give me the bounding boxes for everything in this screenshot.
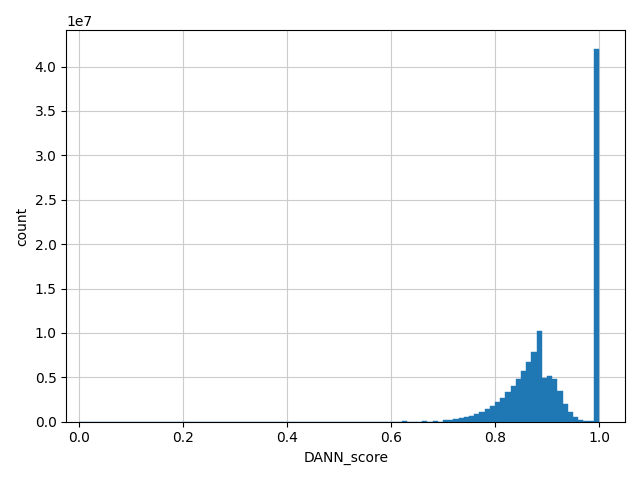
Bar bbox=[500, 398, 506, 422]
Bar bbox=[469, 416, 474, 422]
Bar bbox=[459, 419, 464, 422]
Bar bbox=[511, 386, 516, 422]
Bar bbox=[526, 362, 531, 422]
Bar bbox=[584, 420, 589, 422]
Bar bbox=[506, 393, 511, 422]
Bar bbox=[443, 420, 448, 422]
Bar bbox=[516, 379, 521, 422]
Bar bbox=[484, 409, 490, 422]
X-axis label: DANN_score: DANN_score bbox=[303, 451, 388, 465]
Bar bbox=[474, 414, 479, 422]
Bar bbox=[490, 406, 495, 422]
Bar bbox=[464, 417, 469, 422]
Bar bbox=[568, 412, 573, 422]
Bar bbox=[521, 371, 526, 422]
Bar bbox=[552, 379, 557, 422]
Bar bbox=[448, 420, 454, 422]
Bar bbox=[479, 412, 484, 422]
Bar bbox=[531, 352, 537, 422]
Bar bbox=[542, 378, 547, 422]
Y-axis label: count: count bbox=[15, 206, 29, 245]
Bar bbox=[547, 375, 552, 422]
Bar bbox=[495, 402, 500, 422]
Bar bbox=[537, 331, 542, 422]
Bar bbox=[433, 421, 438, 422]
Bar bbox=[573, 417, 578, 422]
Bar bbox=[454, 419, 459, 422]
Bar bbox=[578, 420, 584, 422]
Bar bbox=[594, 49, 599, 422]
Bar bbox=[422, 421, 428, 422]
Bar bbox=[563, 404, 568, 422]
Bar bbox=[557, 391, 563, 422]
